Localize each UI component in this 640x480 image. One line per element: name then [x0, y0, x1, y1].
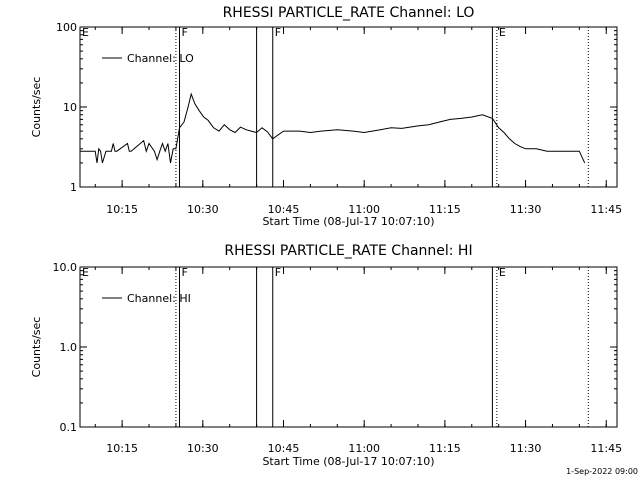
plot-frame — [79, 26, 618, 188]
x-tick-label: 11:00 — [348, 203, 380, 216]
event-marker-label: E — [499, 266, 506, 279]
y-tick-label: 10 — [63, 101, 77, 114]
event-marker-label: E — [82, 266, 89, 279]
x-tick-label: 10:15 — [106, 203, 138, 216]
y-axis-label: Counts/sec — [30, 317, 43, 378]
y-axis-label: Counts/sec — [30, 77, 43, 138]
x-tick-label: 10:30 — [187, 203, 219, 216]
legend-label: Channel: LO — [127, 52, 194, 65]
chart-title: RHESSI PARTICLE_RATE Channel: LO — [223, 5, 475, 21]
event-marker-label: E — [499, 26, 506, 39]
x-axis-label: Start Time (08-Jul-17 10:07:10) — [262, 455, 434, 468]
plot-timestamp: 1-Sep-2022 09:00 — [566, 467, 638, 476]
y-tick-label: 1 — [70, 181, 77, 194]
x-tick-label: 11:00 — [348, 442, 380, 455]
series-line — [80, 92, 586, 164]
x-tick-label: 11:30 — [510, 203, 542, 216]
event-marker-label: F — [275, 26, 281, 39]
event-marker-label: F — [182, 266, 188, 279]
y-tick-label: 10.0 — [53, 261, 78, 274]
x-tick-label: 10:15 — [106, 442, 138, 455]
x-tick-label: 10:45 — [268, 203, 300, 216]
x-tick-label: 10:30 — [187, 442, 219, 455]
event-marker-label: E — [82, 26, 89, 39]
y-tick-label: 1.0 — [60, 341, 78, 354]
x-tick-label: 10:45 — [268, 442, 300, 455]
x-tick-label: 11:45 — [590, 203, 622, 216]
panel-lo: RHESSI PARTICLE_RATE Channel: LO Counts/s… — [30, 5, 622, 228]
x-tick-label: 11:15 — [429, 203, 461, 216]
panel-hi: RHESSI PARTICLE_RATE Channel: HI Counts/s… — [30, 243, 622, 468]
plot-frame — [79, 266, 618, 428]
chart-title: RHESSI PARTICLE_RATE Channel: HI — [224, 243, 472, 259]
event-marker-label: F — [182, 26, 188, 39]
x-tick-label: 11:15 — [429, 442, 461, 455]
x-tick-label: 11:45 — [590, 442, 622, 455]
x-axis-label: Start Time (08-Jul-17 10:07:10) — [262, 215, 434, 228]
legend-label: Channel: HI — [127, 292, 191, 305]
event-marker-label: F — [275, 266, 281, 279]
y-tick-label: 100 — [56, 21, 77, 34]
x-tick-label: 11:30 — [510, 442, 542, 455]
y-tick-label: 0.1 — [60, 421, 78, 434]
